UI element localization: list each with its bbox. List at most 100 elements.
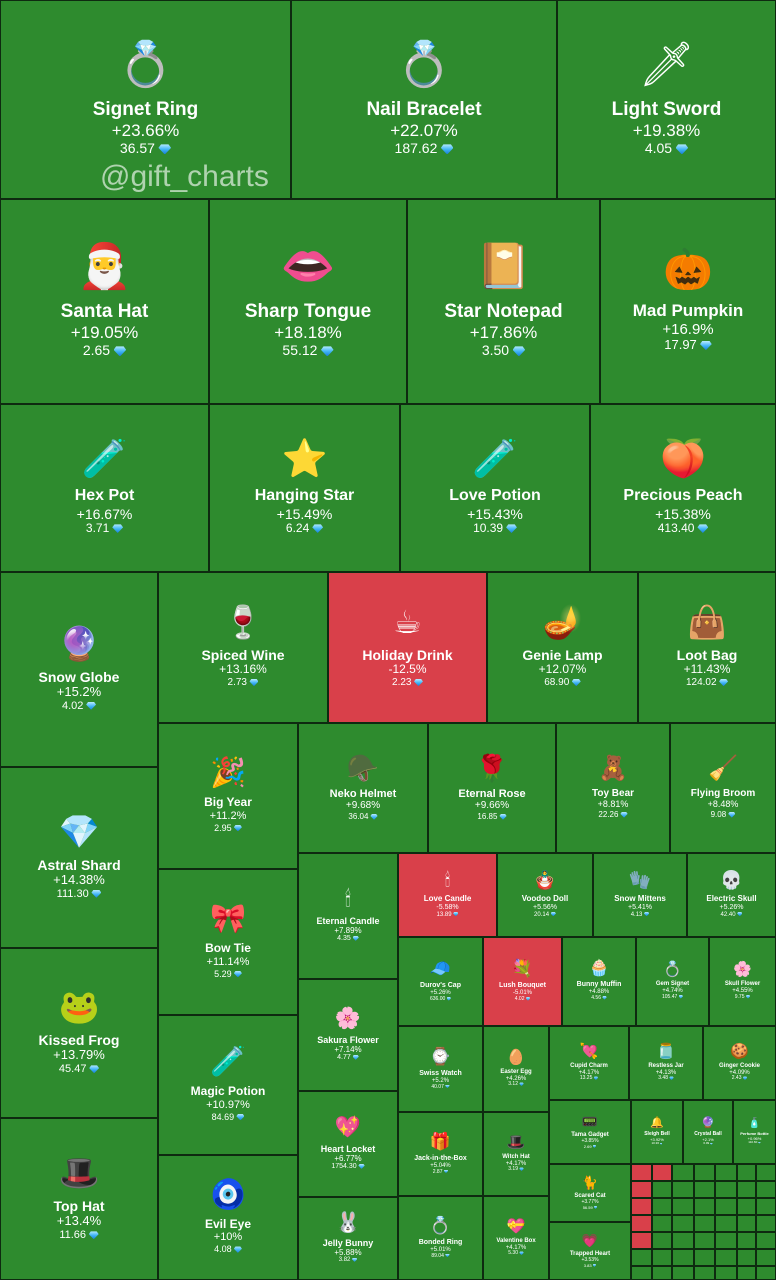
tile-small[interactable]	[694, 1164, 715, 1181]
tile-crystal-ball[interactable]: 🔮 Crystal Ball +2.1% 6.99	[683, 1100, 733, 1164]
tile-witch-hat[interactable]: 🎩 Witch Hat +4.17% 3.19	[483, 1112, 549, 1196]
tile-tama-gadget[interactable]: 📟 Tama Gadget +3.85% 2.69	[549, 1100, 631, 1164]
tile-love-potion[interactable]: 🧪 Love Potion +15.43% 10.39	[400, 404, 590, 572]
tile-small[interactable]	[737, 1181, 756, 1198]
tile-eternal-rose[interactable]: 🌹 Eternal Rose +9.66% 16.85	[428, 723, 556, 853]
tile-lush-bouquet[interactable]: 💐 Lush Bouquet -5.01% 4.02	[483, 937, 562, 1026]
tile-small[interactable]	[652, 1198, 672, 1215]
tile-spiced-wine[interactable]: 🍷 Spiced Wine +13.16% 2.73	[158, 572, 328, 723]
tile-small[interactable]	[694, 1266, 715, 1280]
tile-small[interactable]	[672, 1164, 694, 1181]
tile-small[interactable]	[694, 1249, 715, 1266]
tile-small[interactable]	[672, 1215, 694, 1232]
tile-small[interactable]	[672, 1198, 694, 1215]
tile-sakura-flower[interactable]: 🌸 Sakura Flower +7.14% 4.77	[298, 979, 398, 1091]
tile-durov-s-cap[interactable]: 🧢 Durov's Cap +5.26% 636.00	[398, 937, 483, 1026]
tile-jelly-bunny[interactable]: 🐰 Jelly Bunny +5.88% 3.82	[298, 1197, 398, 1280]
tile-star-notepad[interactable]: 📔 Star Notepad +17.86% 3.50	[407, 199, 600, 404]
tile-bonded-ring[interactable]: 💍 Bonded Ring +5.01% 89.04	[398, 1196, 483, 1280]
tile-small[interactable]	[672, 1181, 694, 1198]
tile-easter-egg[interactable]: 🥚 Easter Egg +4.26% 3.12	[483, 1026, 549, 1112]
tile-perfume-bottle[interactable]: 🧴 Perfume Bottle +0.96% 110.60	[733, 1100, 776, 1164]
tile-small[interactable]	[737, 1232, 756, 1249]
tile-small[interactable]	[631, 1232, 652, 1249]
tile-hanging-star[interactable]: ⭐ Hanging Star +15.49% 6.24	[209, 404, 400, 572]
tile-small[interactable]	[715, 1266, 737, 1280]
tile-neko-helmet[interactable]: 🪖 Neko Helmet +9.68% 36.04	[298, 723, 428, 853]
tile-small[interactable]	[737, 1249, 756, 1266]
tile-small[interactable]	[652, 1249, 672, 1266]
tile-small[interactable]	[694, 1215, 715, 1232]
tile-santa-hat[interactable]: 🎅 Santa Hat +19.05% 2.65	[0, 199, 209, 404]
tile-love-candle[interactable]: 🕯 Love Candle -5.58% 13.89	[398, 853, 497, 937]
tile-flying-broom[interactable]: 🧹 Flying Broom +8.48% 9.08	[670, 723, 776, 853]
tile-small[interactable]	[737, 1164, 756, 1181]
tile-small[interactable]	[652, 1181, 672, 1198]
tile-eternal-candle[interactable]: 🕯 Eternal Candle +7.89% 4.35	[298, 853, 398, 979]
tile-skull-flower[interactable]: 🌸 Skull Flower +4.55% 9.75	[709, 937, 776, 1026]
tile-electric-skull[interactable]: 💀 Electric Skull +5.26% 42.40	[687, 853, 776, 937]
tile-voodoo-doll[interactable]: 🪆 Voodoo Doll +5.56% 20.14	[497, 853, 593, 937]
tile-small[interactable]	[652, 1232, 672, 1249]
tile-small[interactable]	[737, 1266, 756, 1280]
tile-bunny-muffin[interactable]: 🧁 Bunny Muffin +4.88% 4.56	[562, 937, 636, 1026]
tile-evil-eye[interactable]: 🧿 Evil Eye +10% 4.08	[158, 1155, 298, 1280]
tile-small[interactable]	[756, 1266, 776, 1280]
tile-kissed-frog[interactable]: 🐸 Kissed Frog +13.79% 45.47	[0, 948, 158, 1118]
tile-small[interactable]	[756, 1198, 776, 1215]
tile-small[interactable]	[715, 1198, 737, 1215]
tile-scared-cat[interactable]: 🐈 Scared Cat +3.77% 56.59	[549, 1164, 631, 1222]
tile-small[interactable]	[672, 1266, 694, 1280]
tile-sharp-tongue[interactable]: 👄 Sharp Tongue +18.18% 55.12	[209, 199, 407, 404]
tile-small[interactable]	[756, 1164, 776, 1181]
tile-heart-locket[interactable]: 💖 Heart Locket +6.77% 1754.30	[298, 1091, 398, 1197]
tile-small[interactable]	[715, 1215, 737, 1232]
tile-precious-peach[interactable]: 🍑 Precious Peach +15.38% 413.40	[590, 404, 776, 572]
tile-small[interactable]	[694, 1232, 715, 1249]
tile-swiss-watch[interactable]: ⌚ Swiss Watch +5.2% 40.07	[398, 1026, 483, 1112]
tile-nail-bracelet[interactable]: 💍 Nail Bracelet +22.07% 187.62	[291, 0, 557, 199]
tile-cupid-charm[interactable]: 💘 Cupid Charm +4.17% 13.25	[549, 1026, 629, 1100]
tile-small[interactable]	[631, 1164, 652, 1181]
tile-small[interactable]	[737, 1215, 756, 1232]
tile-snow-globe[interactable]: 🔮 Snow Globe +15.2% 4.02	[0, 572, 158, 767]
tile-small[interactable]	[631, 1249, 652, 1266]
tile-hex-pot[interactable]: 🧪 Hex Pot +16.67% 3.71	[0, 404, 209, 572]
tile-small[interactable]	[756, 1181, 776, 1198]
tile-astral-shard[interactable]: 💎 Astral Shard +14.38% 111.30	[0, 767, 158, 948]
tile-small[interactable]	[631, 1198, 652, 1215]
tile-toy-bear[interactable]: 🧸 Toy Bear +8.81% 22.26	[556, 723, 670, 853]
tile-valentine-box[interactable]: 💝 Valentine Box +4.17% 5.30	[483, 1196, 549, 1280]
tile-small[interactable]	[694, 1181, 715, 1198]
tile-jack-in-the-box[interactable]: 🎁 Jack-in-the-Box +5.04% 2.87	[398, 1112, 483, 1196]
tile-loot-bag[interactable]: 👜 Loot Bag +11.43% 124.02	[638, 572, 776, 723]
tile-small[interactable]	[652, 1164, 672, 1181]
tile-small[interactable]	[756, 1232, 776, 1249]
tile-small[interactable]	[715, 1164, 737, 1181]
tile-small[interactable]	[694, 1198, 715, 1215]
tile-small[interactable]	[672, 1249, 694, 1266]
tile-small[interactable]	[652, 1215, 672, 1232]
tile-small[interactable]	[715, 1249, 737, 1266]
tile-magic-potion[interactable]: 🧪 Magic Potion +10.97% 84.69	[158, 1015, 298, 1155]
tile-small[interactable]	[631, 1181, 652, 1198]
tile-gem-signet[interactable]: 💍 Gem Signet +4.74% 105.47	[636, 937, 709, 1026]
tile-sleigh-bell[interactable]: 🔔 Sleigh Bell +3.92% 10.36	[631, 1100, 683, 1164]
tile-small[interactable]	[715, 1181, 737, 1198]
tile-light-sword[interactable]: 🗡 Light Sword +19.38% 4.05	[557, 0, 776, 199]
tile-holiday-drink[interactable]: ☕ Holiday Drink -12.5% 2.23	[328, 572, 487, 723]
tile-small[interactable]	[652, 1266, 672, 1280]
tile-small[interactable]	[631, 1215, 652, 1232]
tile-small[interactable]	[672, 1232, 694, 1249]
tile-trapped-heart[interactable]: 💗 Trapped Heart +3.53% 3.83	[549, 1222, 631, 1280]
tile-small[interactable]	[715, 1232, 737, 1249]
tile-small[interactable]	[737, 1198, 756, 1215]
tile-big-year[interactable]: 🎉 Big Year +11.2% 2.95	[158, 723, 298, 869]
tile-small[interactable]	[756, 1215, 776, 1232]
tile-mad-pumpkin[interactable]: 🎃 Mad Pumpkin +16.9% 17.97	[600, 199, 776, 404]
tile-top-hat[interactable]: 🎩 Top Hat +13.4% 11.66	[0, 1118, 158, 1280]
tile-snow-mittens[interactable]: 🧤 Snow Mittens +5.41% 4.13	[593, 853, 687, 937]
tile-restless-jar[interactable]: 🫙 Restless Jar +4.13% 3.48	[629, 1026, 703, 1100]
tile-bow-tie[interactable]: 🎀 Bow Tie +11.14% 5.29	[158, 869, 298, 1015]
tile-small[interactable]	[756, 1249, 776, 1266]
